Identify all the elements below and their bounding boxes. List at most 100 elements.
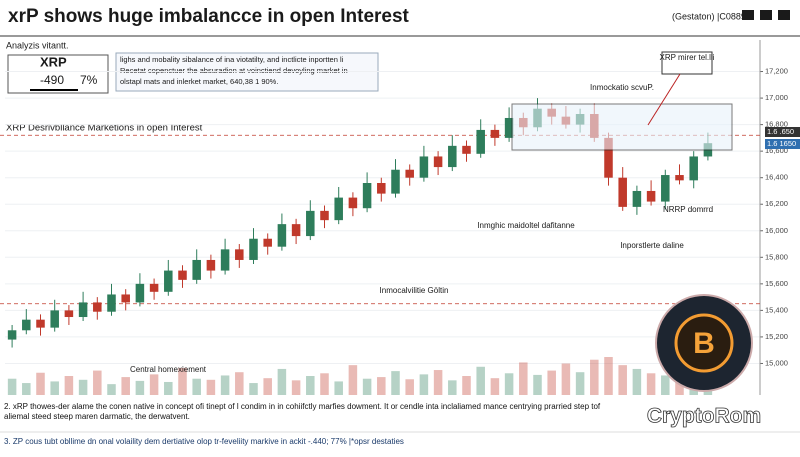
y-tick-label: 15,000 [765,358,788,367]
candle-body [348,197,358,209]
annotation: Inmocalvilitie Göltin [380,286,449,295]
logo-mark: B [693,327,715,360]
y-tick-label: 16,400 [765,173,788,182]
volume-bar [604,357,613,395]
y-tick-label: 15,600 [765,279,788,288]
candle-body [618,177,627,207]
volume-bar [575,372,585,395]
volume-bar [164,381,173,395]
volume-bar [419,374,429,395]
description: Recetat copenctuer the absuradion at voi… [120,66,348,75]
volume-bar [306,376,315,395]
volume-bar [291,380,301,395]
volume-bar [391,371,400,395]
volume-bar [405,379,414,395]
candle-body [291,224,301,237]
footer: 2. xRP thowes-der alame the conen native… [4,402,601,421]
candle-body [689,156,698,181]
page-title: xrP shows huge imbalancce in open Intere… [8,6,410,27]
volume-bar [661,375,670,395]
volume-bar [149,374,159,395]
candle-body [661,175,670,202]
logo-ring [674,313,734,373]
candle-body [646,190,656,202]
candle-body [149,283,159,292]
footer-text: 2. xRP thowes-der alame the conen native… [4,402,601,421]
candle-body [206,259,216,271]
volume-bar [462,376,471,395]
logo-name: CryptoRom [647,405,761,428]
candle-body [632,190,642,207]
price-tag-label: 1.6 1650 [767,139,796,148]
candle-body [320,210,329,221]
volume-bar [348,365,358,395]
volume-bar [362,378,372,395]
candle-body [93,302,102,312]
candle-body [121,294,130,303]
volume-bar [135,380,145,395]
icon[interactable] [760,10,772,20]
volume-bar [121,377,130,395]
volume-bar [22,383,31,395]
candle-body [220,249,230,271]
volume-bar [433,370,443,395]
volume-bar [220,375,230,395]
volume-bar [519,362,528,395]
footer-text: 3. ZP cous tubt obllime dn onal volailit… [4,437,404,446]
candle-body [490,129,500,138]
candle-body [50,310,59,328]
subtitle: Analyzis vitantt. [6,40,69,50]
volume-bar [320,373,329,395]
volume-bar [78,379,88,395]
candle-body [78,302,88,318]
volume-bar [178,367,187,395]
chart-title: XRP Desrivbllance Marketions in open Int… [6,123,203,134]
volume-bar [277,368,287,395]
volume-bar [476,366,485,395]
volume-bar [93,370,102,395]
y-tick-label: 15,800 [765,252,788,261]
volume-bar [36,372,45,395]
y-tick-label: 16,200 [765,199,788,208]
xrp-change: -490 [40,73,64,87]
candle-body [135,283,145,303]
candle-body [377,183,386,194]
y-tick-label: 15,200 [765,332,788,341]
description: olstapl mats and inlerket market, 640,38… [120,77,278,86]
volume-bar [7,378,17,395]
xrp-name: XRP [40,54,67,69]
icon[interactable] [778,10,790,20]
volume-bar [64,376,74,395]
candle-body [306,210,315,237]
volume-bar [206,379,216,395]
candle-body [36,319,45,328]
volume-bar [263,378,272,395]
volume-bar [192,378,201,395]
volume-bar [632,368,642,395]
volume-bar [249,383,258,395]
volume-bar [334,381,343,395]
candle-body [448,145,457,168]
candle-body [164,270,173,292]
candle-body [263,238,272,247]
volume-bar [504,373,514,395]
price-tag [765,127,800,137]
volume-bar [590,359,599,395]
icon[interactable] [742,10,754,20]
y-tick-label: 16,800 [765,120,788,129]
volume-bar [377,377,386,395]
y-tick-label: 17,200 [765,67,788,76]
volume-bar [235,372,244,395]
highlight-zone [511,103,733,151]
annotation: XRP mirer tel.lli [660,53,715,62]
candle-body [476,129,485,154]
volume-bar [107,384,116,395]
footer-band [0,400,640,426]
volume-bar [561,363,571,395]
description: lighs and mobality sibalance of ina viot… [120,55,344,64]
annotation: Inmockatio scvuP. [590,83,654,92]
arrow [647,73,681,126]
candle-body [277,224,287,247]
annotation: Central homexiement [130,365,207,374]
